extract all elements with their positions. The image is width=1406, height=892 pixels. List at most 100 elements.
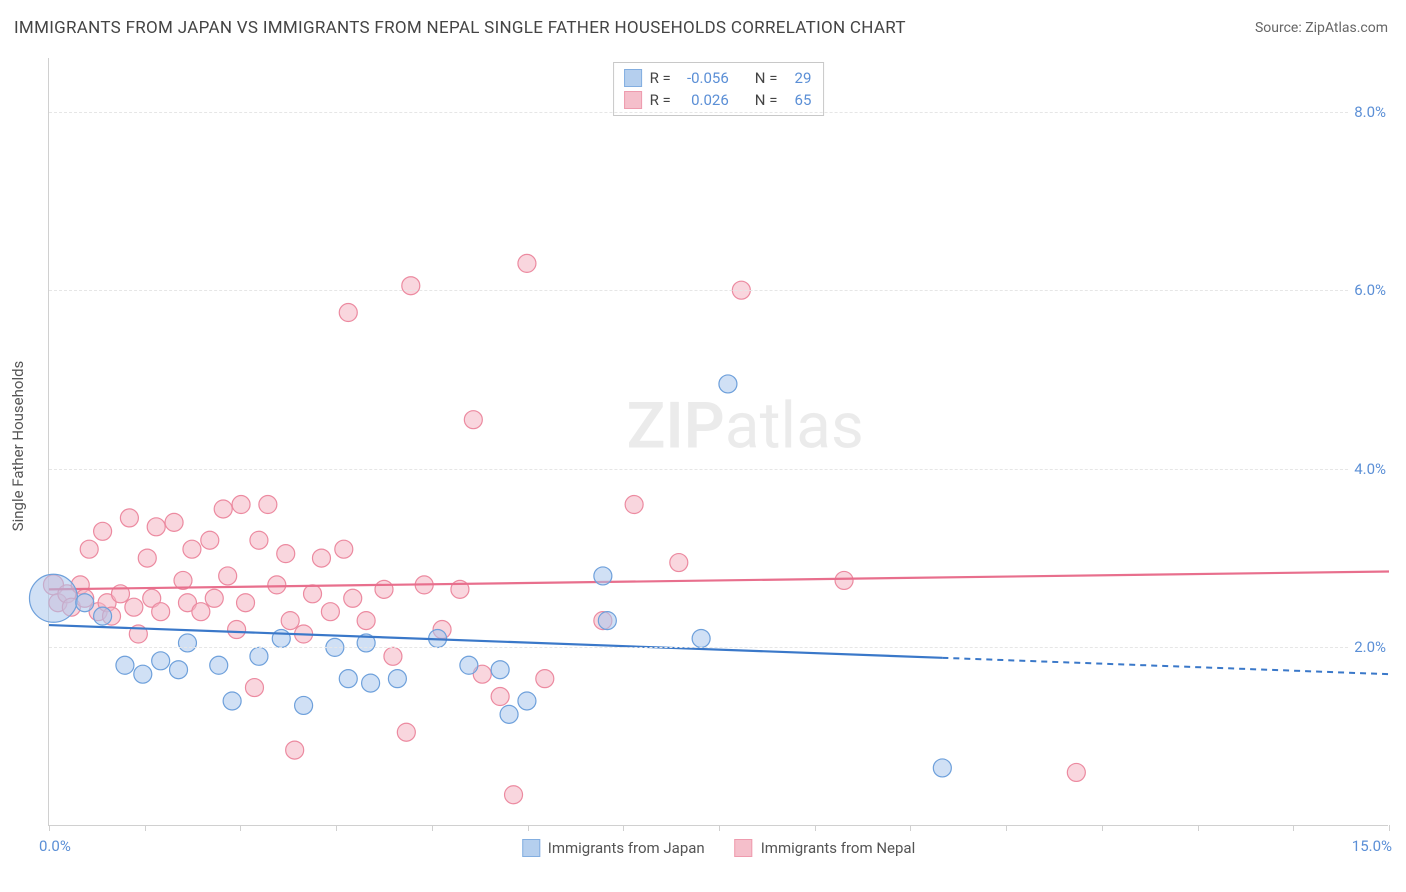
x-tick xyxy=(432,825,433,831)
data-point-japan xyxy=(594,567,612,585)
data-point-japan xyxy=(491,661,509,679)
data-point-japan xyxy=(210,656,228,674)
legend-swatch-nepal xyxy=(735,839,753,857)
data-point-nepal xyxy=(250,531,268,549)
data-point-nepal xyxy=(536,670,554,688)
data-point-nepal xyxy=(268,576,286,594)
regression-line-nepal xyxy=(49,571,1389,589)
data-point-japan xyxy=(272,629,290,647)
grid-line xyxy=(49,469,1388,470)
data-point-japan xyxy=(29,574,77,622)
data-point-nepal xyxy=(312,549,330,567)
series-legend: Immigrants from Japan Immigrants from Ne… xyxy=(522,839,915,857)
grid-line xyxy=(49,112,1388,113)
x-tick xyxy=(910,825,911,831)
legend-n-value-nepal: 65 xyxy=(785,91,811,109)
data-point-japan xyxy=(170,661,188,679)
y-tick-label: 4.0% xyxy=(1350,460,1390,478)
data-point-japan xyxy=(388,670,406,688)
x-tick xyxy=(1293,825,1294,831)
data-point-nepal xyxy=(1067,763,1085,781)
data-point-nepal xyxy=(232,496,250,514)
y-tick-label: 6.0% xyxy=(1350,281,1390,299)
legend-r-label: R = xyxy=(650,91,671,109)
grid-line xyxy=(49,290,1388,291)
legend-r-value-nepal: 0.026 xyxy=(679,91,729,109)
data-point-nepal xyxy=(339,304,357,322)
legend-n-label: N = xyxy=(755,69,778,87)
data-point-nepal xyxy=(94,522,112,540)
data-point-japan xyxy=(933,759,951,777)
data-point-nepal xyxy=(214,500,232,518)
data-point-nepal xyxy=(138,549,156,567)
data-point-nepal xyxy=(219,567,237,585)
data-point-nepal xyxy=(165,513,183,531)
data-point-japan xyxy=(598,612,616,630)
legend-label-japan: Immigrants from Japan xyxy=(548,839,705,857)
y-axis-title: Single Father Households xyxy=(9,361,27,532)
data-point-japan xyxy=(178,634,196,652)
data-point-nepal xyxy=(397,723,415,741)
data-point-nepal xyxy=(205,589,223,607)
x-tick xyxy=(1102,825,1103,831)
data-point-nepal xyxy=(304,585,322,603)
plot-area: ZIPatlas R = -0.056 N = 29 R = 0.026 N =… xyxy=(48,58,1388,826)
data-point-nepal xyxy=(192,603,210,621)
data-point-nepal xyxy=(505,786,523,804)
data-point-nepal xyxy=(120,509,138,527)
data-point-nepal xyxy=(245,679,263,697)
data-point-nepal xyxy=(152,603,170,621)
data-point-nepal xyxy=(228,621,246,639)
data-point-nepal xyxy=(835,571,853,589)
data-point-nepal xyxy=(80,540,98,558)
data-point-nepal xyxy=(201,531,219,549)
data-point-nepal xyxy=(670,554,688,572)
x-tick xyxy=(528,825,529,831)
legend-row-nepal: R = 0.026 N = 65 xyxy=(624,89,812,111)
data-point-japan xyxy=(500,705,518,723)
legend-label-nepal: Immigrants from Nepal xyxy=(761,839,916,857)
data-point-nepal xyxy=(335,540,353,558)
data-point-nepal xyxy=(281,612,299,630)
data-point-japan xyxy=(250,647,268,665)
data-point-nepal xyxy=(259,496,277,514)
data-point-japan xyxy=(692,629,710,647)
data-point-nepal xyxy=(125,598,143,616)
data-point-nepal xyxy=(384,647,402,665)
data-point-japan xyxy=(152,652,170,670)
data-point-nepal xyxy=(402,277,420,295)
data-point-japan xyxy=(460,656,478,674)
data-point-nepal xyxy=(277,545,295,563)
x-tick xyxy=(1198,825,1199,831)
x-tick xyxy=(1389,825,1390,831)
x-tick xyxy=(1006,825,1007,831)
data-point-japan xyxy=(362,674,380,692)
data-point-japan xyxy=(76,594,94,612)
x-axis-max-label: 15.0% xyxy=(1352,837,1392,855)
legend-r-value-japan: -0.056 xyxy=(679,69,729,87)
source-label: Source: xyxy=(1255,20,1302,36)
x-tick xyxy=(49,825,50,831)
data-point-japan xyxy=(223,692,241,710)
data-point-nepal xyxy=(183,540,201,558)
data-point-nepal xyxy=(464,411,482,429)
x-axis-min-label: 0.0% xyxy=(39,837,71,855)
legend-n-label: N = xyxy=(755,91,778,109)
regression-line-dashed-japan xyxy=(942,658,1389,674)
legend-row-japan: R = -0.056 N = 29 xyxy=(624,67,812,89)
x-tick xyxy=(623,825,624,831)
data-point-nepal xyxy=(321,603,339,621)
data-point-nepal xyxy=(491,688,509,706)
x-tick xyxy=(145,825,146,831)
y-tick-label: 8.0% xyxy=(1350,103,1390,121)
y-tick-label: 2.0% xyxy=(1350,638,1390,656)
source-value: ZipAtlas.com xyxy=(1305,20,1388,36)
data-point-japan xyxy=(719,375,737,393)
legend-n-value-japan: 29 xyxy=(785,69,811,87)
source-attribution: Source: ZipAtlas.com xyxy=(1255,20,1388,36)
legend-swatch-japan xyxy=(522,839,540,857)
data-point-japan xyxy=(518,692,536,710)
data-point-nepal xyxy=(344,589,362,607)
x-tick xyxy=(719,825,720,831)
plot-svg xyxy=(49,58,1388,825)
